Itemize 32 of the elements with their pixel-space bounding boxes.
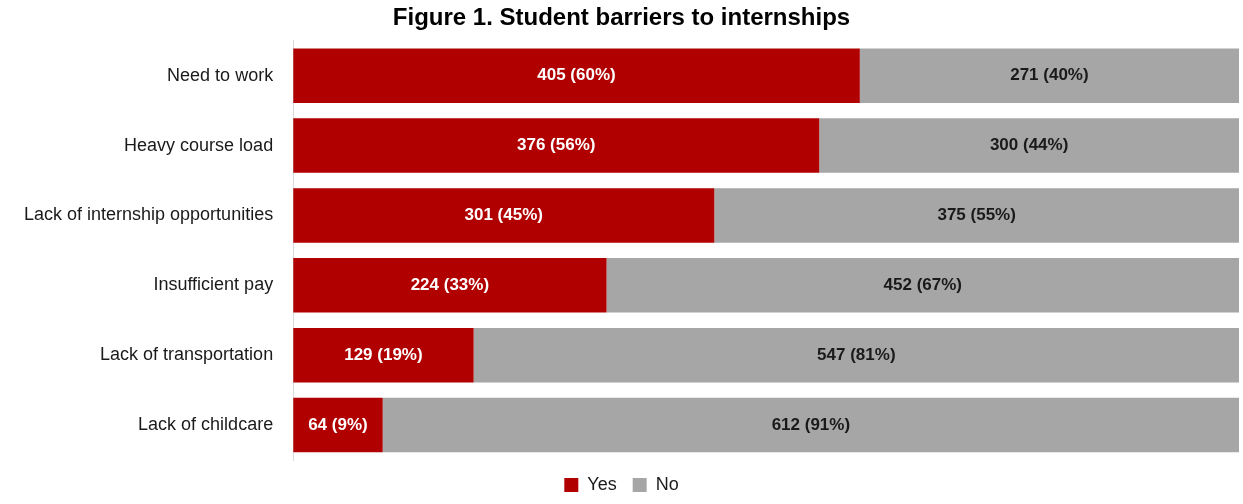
bar (859, 48, 1239, 103)
data-label: 405 (60%) (537, 65, 616, 85)
bar (293, 327, 474, 383)
bar (293, 48, 860, 103)
legend-label: Yes (587, 473, 617, 494)
data-label: 452 (67%) (883, 275, 962, 295)
data-label: 300 (44%) (989, 135, 1069, 155)
legend-label: No (655, 473, 679, 494)
bar (714, 188, 1239, 243)
bar (293, 258, 607, 313)
y-tick-label: Lack of transportation (100, 344, 274, 365)
bar (819, 118, 1239, 173)
y-tick-label: Need to work (167, 64, 275, 85)
data-label: 612 (91%) (771, 414, 851, 434)
chart-title: Figure 1. Student barriers to internships (392, 3, 851, 31)
bar (382, 397, 1239, 453)
data-label: 376 (56%) (516, 135, 596, 155)
y-tick-label: Insufficient pay (153, 274, 274, 295)
data-label: 64 (9%) (308, 414, 368, 434)
bar (473, 327, 1239, 383)
y-tick-label: Lack of internship opportunities (24, 204, 274, 225)
data-label: 301 (45%) (464, 205, 543, 225)
bar (293, 188, 715, 243)
data-label: 129 (19%) (344, 344, 423, 364)
y-tick-label: Lack of childcare (138, 414, 274, 435)
bar (293, 118, 820, 173)
data-label: 547 (81%) (817, 344, 896, 364)
data-label: 271 (40%) (1010, 65, 1089, 85)
data-label: 375 (55%) (937, 205, 1016, 225)
y-tick-label: Heavy course load (124, 134, 274, 155)
data-label: 224 (33%) (410, 275, 490, 295)
bar (606, 258, 1239, 313)
